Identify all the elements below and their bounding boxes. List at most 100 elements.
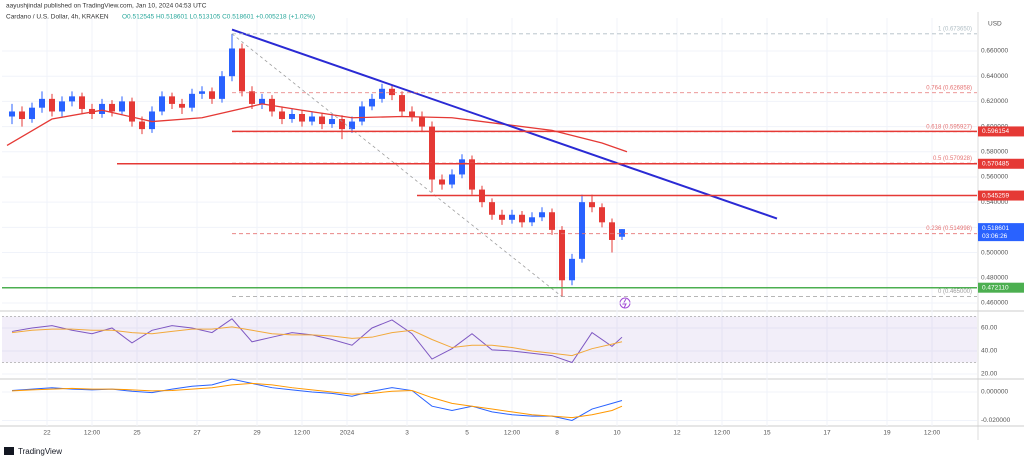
x-tick-label: 19 [883, 430, 891, 437]
symbol-title: Cardano / U.S. Dollar, 4h, KRAKEN [6, 14, 109, 21]
candle-body [569, 258, 575, 281]
candle-body [119, 101, 125, 112]
alert-bolt [622, 298, 627, 309]
level-price-box [978, 190, 1024, 201]
brand-name: TradingView [18, 447, 62, 456]
candle-body [159, 96, 165, 112]
candle-body [459, 159, 465, 175]
x-tick-label: 10 [613, 430, 621, 437]
candle-body [329, 119, 335, 125]
candle-body [449, 174, 455, 185]
candle-body [419, 116, 425, 127]
candle-body [239, 48, 245, 92]
candle-body [139, 121, 145, 130]
candle-body [559, 229, 565, 281]
y-tick-label: 0.560000 [981, 174, 1008, 181]
fib-label: 0.618 (0.595927) [926, 124, 972, 130]
candle-body [499, 214, 505, 220]
fib-label: 0.236 (0.514998) [926, 226, 972, 232]
candle-body [209, 91, 215, 99]
candle-body [129, 101, 135, 122]
candle-body [529, 217, 535, 223]
x-tick-label: 12:00 [504, 430, 521, 437]
candle-body [579, 202, 585, 259]
candle-body [249, 91, 255, 104]
candle-body [279, 111, 285, 120]
candle-body [389, 88, 395, 96]
candle-body [549, 212, 555, 230]
rsi-line [11, 326, 623, 357]
y-tick-label: 0.540000 [981, 199, 1008, 206]
candle-body [179, 103, 185, 108]
candle-body [489, 202, 495, 215]
candle-body [399, 95, 405, 112]
x-tick-label: 12:00 [924, 430, 941, 437]
candle-body [169, 96, 175, 104]
x-tick-label: 3 [405, 430, 409, 437]
x-tick-label: 29 [253, 430, 261, 437]
candle-body [429, 126, 435, 180]
candle-body [539, 212, 545, 218]
candle-body [609, 222, 615, 240]
level-price-box [978, 158, 1024, 169]
currency-label: USD [988, 21, 1002, 28]
candle-body [9, 111, 15, 117]
y-tick-label: 0.500000 [981, 249, 1008, 256]
brand-logo [4, 447, 14, 455]
x-tick-label: 17 [823, 430, 831, 437]
y-tick-label: 40.00 [981, 348, 998, 355]
bar-countdown: 03:06:26 [982, 233, 1008, 240]
y-tick-label: 0.480000 [981, 274, 1008, 281]
x-tick-label: 15 [763, 430, 771, 437]
candle-body [59, 101, 65, 112]
candle-body [199, 91, 205, 94]
candle-body [19, 111, 25, 120]
candle-body [219, 76, 225, 99]
candle-body [99, 103, 105, 114]
candle-body [509, 214, 515, 220]
ohlc-readout: O0.512545 H0.518601 L0.513105 C0.518601 … [122, 14, 315, 21]
x-tick-label: 12:00 [294, 430, 311, 437]
x-tick-label: 25 [133, 430, 141, 437]
candle-body [349, 121, 355, 130]
y-tick-label: 0.640000 [981, 73, 1008, 80]
x-tick-label: 22 [43, 430, 51, 437]
level-price-label: 0.545259 [982, 192, 1009, 199]
x-tick-label: 12:00 [84, 430, 101, 437]
candle-body [109, 103, 115, 112]
candle-body [69, 96, 75, 102]
macd-line [11, 382, 623, 419]
candle-body [189, 93, 195, 108]
candle-body [49, 98, 55, 112]
x-tick-label: 12 [673, 430, 681, 437]
level-price-label: 0.570485 [982, 160, 1009, 167]
y-tick-label: -0.020000 [981, 417, 1011, 424]
fib-label: 1 (0.673650) [938, 26, 972, 32]
candle-body [339, 119, 345, 130]
candle-body [379, 88, 385, 99]
candle-body [299, 113, 305, 122]
candle-body [259, 98, 265, 104]
trend-line [231, 28, 778, 220]
x-tick-label: 8 [555, 430, 559, 437]
candle-body [289, 113, 295, 120]
y-tick-label: 0.620000 [981, 98, 1008, 105]
candle-body [519, 214, 525, 223]
candle-body [309, 116, 315, 122]
fib-label: 0 (0.465000) [938, 289, 972, 295]
candle-body [149, 111, 155, 130]
candle-body [439, 179, 445, 185]
fib-label: 0.764 (0.626858) [926, 85, 972, 91]
x-tick-label: 12:00 [714, 430, 731, 437]
y-tick-label: 60.00 [981, 325, 998, 332]
candle-body [229, 48, 235, 77]
sma-line [6, 103, 628, 153]
x-tick-label: 27 [193, 430, 201, 437]
candle-body [369, 98, 375, 107]
y-tick-label: 0.660000 [981, 48, 1008, 55]
y-tick-label: 0.580000 [981, 148, 1008, 155]
candle-body [29, 107, 35, 120]
candle-body [79, 96, 85, 109]
fib-label: 0.5 (0.570928) [933, 156, 972, 162]
